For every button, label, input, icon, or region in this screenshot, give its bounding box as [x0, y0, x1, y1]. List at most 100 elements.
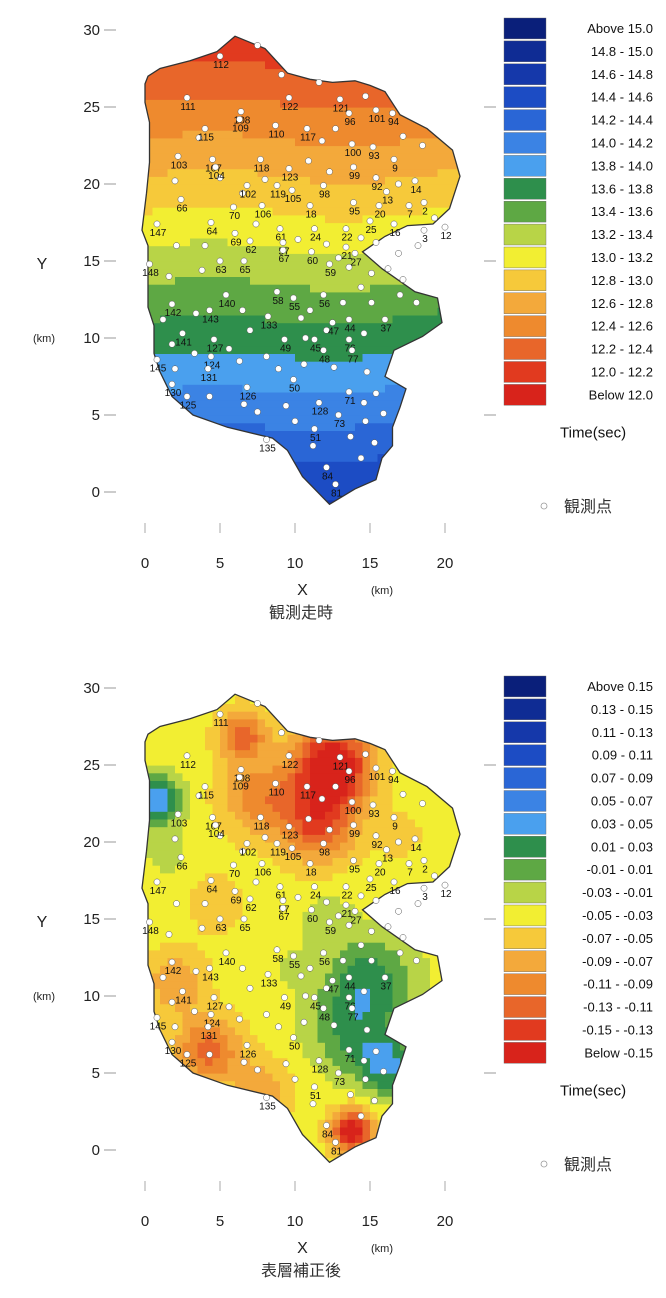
station-marker: [279, 904, 287, 912]
station-label: 147: [150, 886, 167, 897]
station-marker: [303, 125, 311, 132]
station-label: 93: [368, 151, 380, 162]
station-marker: [237, 108, 245, 115]
station-label: 62: [245, 903, 257, 914]
legend-swatch: [503, 109, 547, 131]
station-marker: [240, 915, 248, 923]
station-marker: [371, 439, 378, 447]
station-marker: [165, 931, 173, 938]
station-marker: [372, 239, 380, 246]
station-label: 106: [255, 868, 272, 879]
station-marker: [168, 998, 176, 1006]
station-marker: [230, 203, 237, 211]
station-marker: [207, 219, 215, 226]
station-marker: [231, 887, 239, 895]
station-label: 130: [165, 388, 182, 399]
station-marker: [264, 971, 272, 978]
legend-label: -0.03 - -0.01: [582, 885, 653, 900]
station-marker: [335, 1069, 342, 1077]
station-label: 13: [382, 196, 394, 207]
legend-swatch: [503, 698, 547, 721]
legend-swatch: [503, 790, 547, 812]
station-marker: [285, 165, 293, 172]
station-marker: [323, 464, 330, 471]
station-label: 59: [325, 926, 337, 937]
station-marker: [332, 783, 339, 790]
station-marker: [366, 875, 374, 883]
station-marker: [372, 764, 380, 772]
station-label: 7: [407, 868, 413, 879]
station-marker: [320, 1004, 327, 1012]
legend-label: -0.13 - -0.11: [583, 1000, 653, 1015]
station-label: 71: [344, 396, 356, 407]
station-label: 55: [289, 302, 301, 313]
station-label: 73: [334, 1077, 346, 1088]
station-marker: [335, 254, 342, 262]
station-marker: [168, 300, 176, 308]
station-label: 143: [202, 972, 219, 983]
station-marker: [351, 907, 359, 915]
station-marker: [254, 700, 261, 707]
corrected-traveltime-map-panel: 0 5 10 15 20 25 30 Y (km) 0 5 10 15 20 X (km) 表層補正後 111 11…: [0, 658, 666, 1298]
station-marker: [372, 897, 380, 904]
y-tick-label: 30: [83, 680, 100, 697]
y-tick-label: 5: [92, 1065, 100, 1082]
y-tick-label: 20: [83, 176, 100, 193]
station-marker: [335, 411, 342, 419]
station-marker: [330, 1021, 338, 1029]
station-marker: [254, 408, 261, 416]
station-marker: [315, 737, 323, 744]
station-marker: [173, 242, 180, 249]
station-label: 44: [344, 982, 356, 993]
y-tick-label: 0: [92, 1142, 100, 1159]
station-label: 67: [278, 912, 290, 923]
station-marker: [384, 265, 392, 273]
station-marker: [306, 202, 314, 209]
legend-swatch: [503, 223, 547, 246]
legend-label: 0.11 - 0.13: [592, 725, 653, 740]
station-label: 16: [389, 886, 401, 897]
station-marker: [246, 326, 254, 334]
legend-label: 13.0 - 13.2: [591, 250, 653, 265]
legend-swatch: [503, 950, 547, 972]
station-label: 102: [240, 190, 257, 201]
station-marker: [252, 878, 260, 886]
station-label: 133: [261, 320, 278, 331]
station-marker: [288, 186, 296, 194]
station-label: 122: [282, 760, 299, 771]
station-label: 94: [388, 775, 400, 786]
survey-area-outline: [141, 35, 461, 506]
station-label: 25: [365, 883, 377, 894]
station-marker: [273, 182, 281, 189]
station-marker: [179, 988, 186, 995]
station-marker: [212, 163, 219, 171]
station-marker: [366, 217, 374, 225]
station-marker: [210, 336, 218, 343]
station-marker: [159, 316, 167, 323]
station-label: 48: [319, 1012, 331, 1023]
station-marker: [383, 188, 390, 196]
station-label: 20: [374, 868, 386, 879]
station-marker: [216, 174, 224, 182]
station-label: 47: [328, 327, 340, 338]
station-marker: [191, 1008, 198, 1015]
station-label: 102: [240, 848, 257, 859]
station-marker: [285, 752, 293, 760]
y-tick-label: 25: [83, 757, 100, 774]
station-label: 133: [261, 978, 278, 989]
legend-label: 14.8 - 15.0: [591, 44, 653, 59]
station-label: 109: [232, 781, 249, 792]
station-marker: [236, 357, 243, 365]
station-label: 3: [422, 234, 428, 245]
station-marker: [306, 964, 314, 972]
station-marker: [306, 306, 314, 314]
station-label: 140: [219, 957, 236, 968]
station-marker: [347, 433, 354, 440]
station-marker: [326, 260, 333, 268]
station-label: 37: [380, 324, 392, 335]
station-label: 45: [310, 344, 322, 355]
station-label: 2: [422, 865, 428, 876]
station-marker-legend-label: 観測点: [564, 497, 612, 516]
legend-swatch: [503, 178, 547, 200]
station-label: 100: [345, 148, 362, 159]
